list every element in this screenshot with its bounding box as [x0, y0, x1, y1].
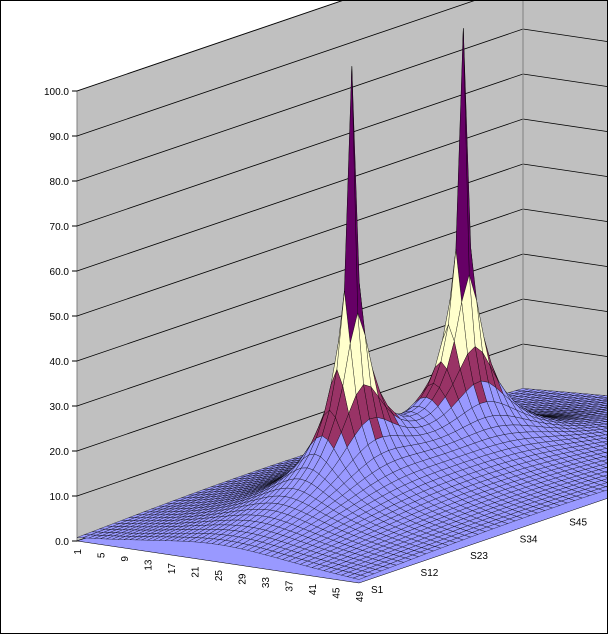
series-tick-label: S1: [371, 585, 384, 596]
z-tick-label: 10.0: [50, 492, 70, 503]
x-tick-label: 17: [167, 563, 178, 575]
series-axis-tick-labels: S1S12S23S34S45S56S67S78S89S100: [371, 517, 587, 596]
surface-cell: [352, 575, 367, 580]
surface-mesh: [76, 28, 607, 580]
surface-cell: [602, 455, 607, 459]
z-tick-label: 0.0: [55, 537, 69, 548]
x-tick-label: 41: [308, 584, 319, 596]
right-wall: [522, 1, 607, 403]
x-tick-label: 21: [191, 566, 202, 578]
x-tick-label: 5: [97, 552, 108, 558]
series-tick-label: S45: [569, 517, 587, 528]
surface-cell: [602, 474, 607, 478]
x-tick-label: 9: [120, 556, 131, 562]
series-tick-label: S34: [520, 534, 538, 545]
gridline-z-9: [76, 1, 475, 137]
x-tick-label: 49: [355, 591, 366, 603]
z-tick-label: 20.0: [50, 447, 70, 458]
z-axis-tick-labels: 0.0 10.0 20.0 30.0 40.0 50.0 60.0 70.0 80.0 90.0 1…: [44, 87, 77, 548]
x-tick-label: 13: [144, 559, 155, 571]
gridline-z-10: [76, 1, 343, 92]
z-tick-label: 80.0: [50, 177, 70, 188]
x-tick-label: 37: [285, 580, 296, 592]
x-tick-label: 25: [214, 570, 225, 582]
z-tick-label: 90.0: [50, 132, 70, 143]
x-tick-label: 29: [238, 573, 249, 585]
z-tick-label: 60.0: [50, 267, 70, 278]
z-tick-label: 50.0: [50, 312, 70, 323]
z-tick-label: 30.0: [50, 402, 70, 413]
series-tick-label: S12: [421, 568, 439, 579]
x-tick-label: 1: [73, 549, 84, 555]
z-tick-label: 100.0: [44, 87, 69, 98]
x-tick-label: 33: [261, 577, 272, 589]
z-tick-label: 70.0: [50, 222, 70, 233]
x-tick-label: 45: [332, 587, 343, 599]
surface-cell: [603, 406, 607, 409]
z-tick-label: 40.0: [50, 357, 70, 368]
x-axis-tick-labels: 1 5 9 13 17 21 25 29 33 37 41 45 49: [73, 549, 366, 603]
series-tick-label: S23: [470, 551, 488, 562]
